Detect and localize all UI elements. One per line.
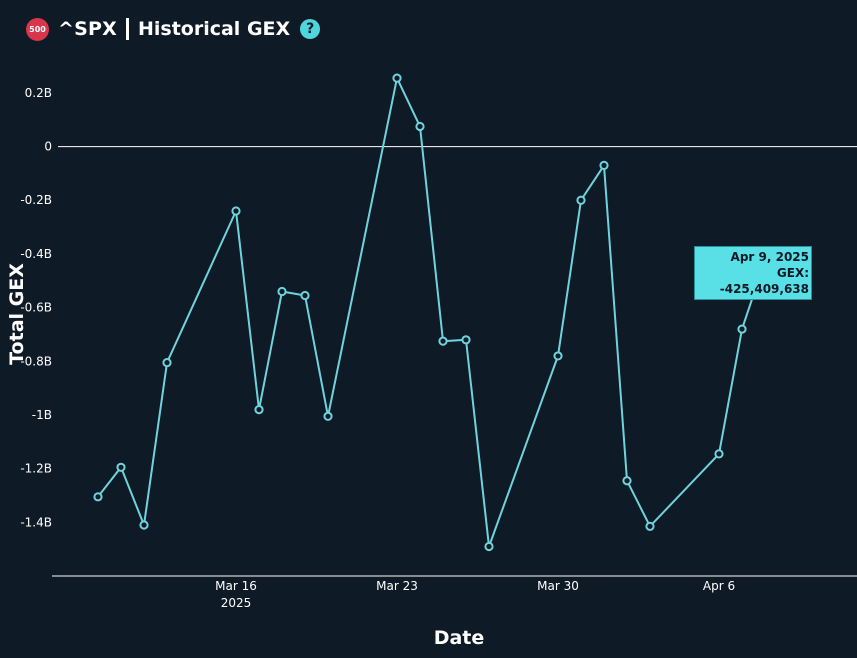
y-tick-label: -0.8B <box>20 354 52 368</box>
data-point[interactable] <box>323 411 333 421</box>
data-point[interactable] <box>737 324 747 334</box>
y-tick-label: -1.4B <box>20 515 52 529</box>
data-point[interactable] <box>93 492 103 502</box>
y-tick-label: -0.6B <box>20 301 52 315</box>
y-tick-label: 0 <box>44 140 52 154</box>
data-point[interactable] <box>392 73 402 83</box>
data-point[interactable] <box>645 521 655 531</box>
header-divider <box>125 18 129 40</box>
x-axis-title: Date <box>434 627 485 649</box>
chart-header: 500 ^SPX Historical GEX ? <box>26 14 321 44</box>
data-point[interactable] <box>576 195 586 205</box>
x-tick-label: Mar 30 <box>537 579 579 593</box>
x-tick-label: Mar 16 <box>215 579 257 593</box>
ticker-symbol: ^SPX <box>58 18 117 40</box>
data-point[interactable] <box>277 286 287 297</box>
data-point[interactable] <box>484 541 494 552</box>
data-point[interactable] <box>415 121 425 132</box>
data-point[interactable] <box>714 449 724 459</box>
hover-tooltip: Apr 9, 2025 GEX: -425,409,638 <box>694 246 812 300</box>
y-tick-label: 0.2B <box>25 86 52 100</box>
y-tick-label: -1.2B <box>20 462 52 476</box>
data-point[interactable] <box>139 520 149 530</box>
y-tick-label: -0.2B <box>20 193 52 207</box>
data-point[interactable] <box>438 336 448 346</box>
data-point[interactable] <box>553 351 563 361</box>
x-axis: Mar 16 2025 Mar 23 Mar 30 Apr 6 <box>52 575 857 610</box>
tooltip-value: GEX: -425,409,638 <box>719 266 809 296</box>
y-axis: 0.2B 0 -0.2B -0.4B -0.6B -0.8B -1B -1.2B -1.4B <box>20 86 857 529</box>
sp500-badge-icon: 500 <box>26 17 49 41</box>
help-icon[interactable]: ? <box>300 19 321 39</box>
y-axis-title: Total GEX <box>6 263 28 365</box>
data-point[interactable] <box>300 290 310 301</box>
data-point[interactable] <box>622 476 632 486</box>
data-point[interactable] <box>254 404 264 415</box>
x-tick-label: Mar 23 <box>376 579 418 593</box>
x-tick-label: Apr 6 <box>703 579 735 593</box>
chart-title: Historical GEX <box>137 18 291 40</box>
y-tick-label: -1B <box>32 408 52 422</box>
data-point[interactable] <box>599 160 609 170</box>
data-point[interactable] <box>162 358 172 368</box>
x-tick-year-label: 2025 <box>221 596 252 610</box>
series-line <box>97 77 766 548</box>
data-point[interactable] <box>231 206 241 216</box>
gex-series[interactable] <box>93 73 770 552</box>
tooltip-date: Apr 9, 2025 <box>730 250 809 264</box>
y-tick-label: -0.4B <box>20 247 52 261</box>
data-point[interactable] <box>116 462 126 472</box>
data-point[interactable] <box>461 335 471 345</box>
